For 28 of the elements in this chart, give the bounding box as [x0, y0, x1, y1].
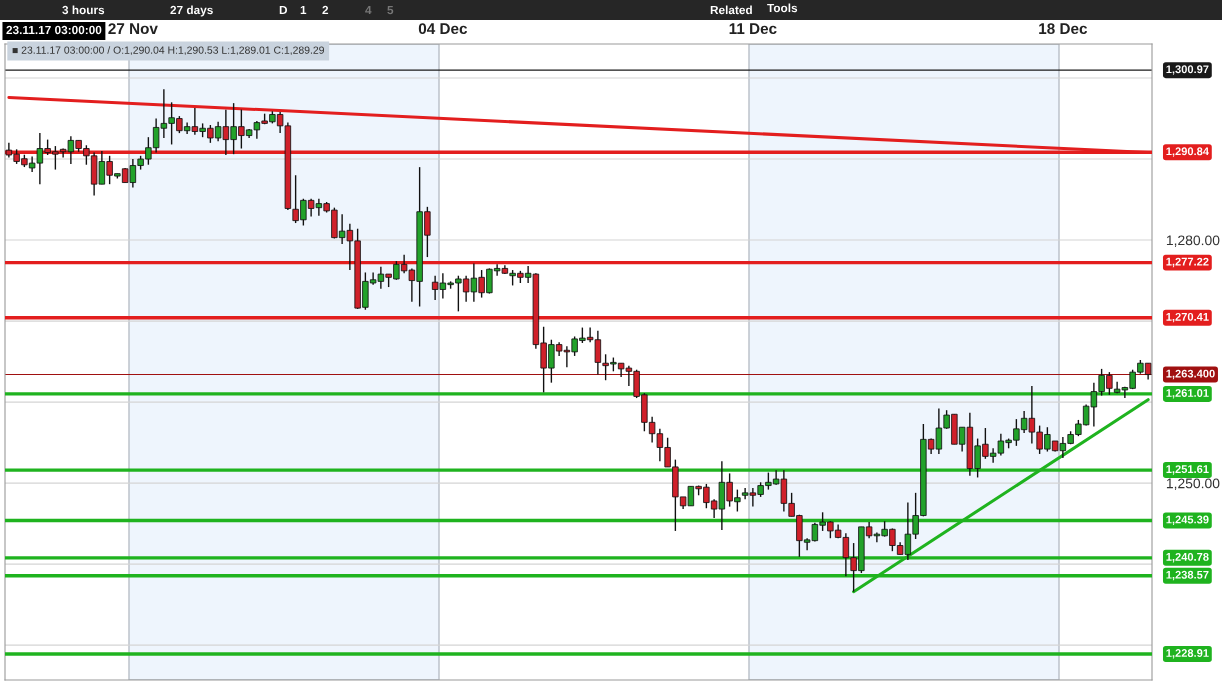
ref-line-label: 1,277.22: [1166, 257, 1209, 268]
ref-line-label: 1,245.39: [1166, 515, 1209, 526]
x-tick-label: 18 Dec: [1039, 23, 1088, 35]
text: 2: [322, 5, 329, 15]
text: D: [279, 5, 288, 15]
ref-line-label: 1,238.57: [1166, 570, 1209, 581]
text: 27 days: [170, 5, 213, 17]
ref-line-label: 1,300.97: [1166, 65, 1209, 75]
x-tick-label: 27 Nov: [108, 23, 158, 35]
ref-line-label: 1,290.84: [1166, 147, 1209, 157]
ref-line-label: 1,228.91: [1166, 649, 1209, 659]
text: 1: [300, 5, 307, 15]
ref-line-label: 1,251.61: [1166, 465, 1209, 475]
annotation: ■ 23.11.17 03:00:00 / O:1,290.04 H:1,290.53 L:1,289.01 C:1,289.29: [12, 46, 324, 56]
ref-line-label: 1,261.01: [1166, 389, 1209, 399]
text: 23.11.17 03:00:00: [6, 25, 102, 35]
text: 4: [365, 5, 372, 15]
x-tick-label: 11 Dec: [729, 23, 777, 35]
y-tick-label: 1,250.00: [1166, 478, 1220, 490]
text: 5: [387, 5, 394, 15]
ref-line-label: 1,263.400: [1166, 369, 1215, 380]
x-tick-label: 04 Dec: [418, 23, 468, 35]
y-tick-label: 1,280.00: [1166, 235, 1220, 247]
text: Related: [710, 5, 752, 15]
text: 3 hours: [62, 5, 105, 15]
ref-line-label: 1,270.41: [1166, 312, 1209, 323]
text: Tools: [767, 3, 798, 13]
ref-line-label: 1,240.78: [1166, 552, 1209, 563]
